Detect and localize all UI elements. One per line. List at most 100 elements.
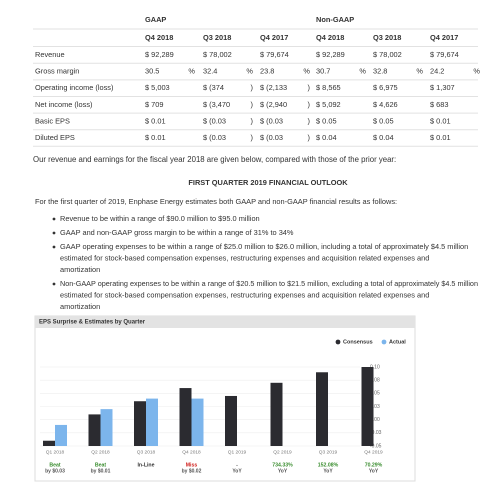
heading: FIRST QUARTER 2019 FINANCIAL OUTLOOK bbox=[188, 178, 348, 187]
legend-dot bbox=[381, 339, 387, 345]
bullet-text: GAAP operating expenses to be within a r… bbox=[60, 242, 468, 251]
x-tick-label: Q3 2019 bbox=[319, 449, 338, 455]
paragraph: For the first quarter of 2019, Enphase E… bbox=[35, 197, 397, 206]
bullet-text: Revenue to be within a range of $90.0 mi… bbox=[60, 214, 260, 223]
cell: $ (2,940 bbox=[260, 100, 287, 109]
chart-header bbox=[35, 316, 415, 328]
cell: $ 1,307 bbox=[430, 83, 455, 92]
bar bbox=[88, 414, 101, 446]
y-tick-label: 0.05 bbox=[370, 391, 380, 397]
cell: $ 0.01 bbox=[145, 116, 166, 125]
cell-suffix: % bbox=[303, 67, 310, 76]
cell: $ 79,674 bbox=[260, 50, 289, 59]
group-header: GAAP bbox=[145, 15, 166, 24]
cell: $ 79,674 bbox=[430, 50, 459, 59]
chart-title: EPS Surprise & Estimates by Quarter bbox=[39, 320, 146, 326]
cell-suffix: % bbox=[188, 67, 195, 76]
bullet-dot bbox=[52, 245, 56, 249]
cell: $ 78,002 bbox=[373, 50, 402, 59]
note-bottom: YoY bbox=[278, 468, 288, 474]
cell-suffix: ) bbox=[308, 100, 310, 109]
note-bottom: by $0.02 bbox=[182, 468, 202, 474]
cell: $ 0.05 bbox=[316, 116, 337, 125]
bar bbox=[179, 388, 192, 446]
cell: $ 5,003 bbox=[145, 83, 170, 92]
group-header: Non-GAAP bbox=[316, 15, 354, 24]
cell-suffix: ) bbox=[251, 116, 253, 125]
bar bbox=[361, 367, 374, 446]
y-tick-label: 0.10 bbox=[370, 364, 380, 370]
cell: 32.4 bbox=[203, 67, 217, 76]
cell: $ 0.01 bbox=[145, 133, 166, 142]
row-label: Basic EPS bbox=[35, 116, 70, 125]
note-bottom: YoY bbox=[369, 468, 379, 474]
cell: 30.5 bbox=[145, 67, 159, 76]
note-top: 734.33% bbox=[272, 462, 293, 468]
note-top: In-Line bbox=[137, 462, 154, 468]
bar bbox=[191, 398, 204, 446]
x-tick-label: Q3 2018 bbox=[137, 449, 156, 455]
row-label: Gross margin bbox=[35, 67, 79, 76]
cell: $ 6,975 bbox=[373, 83, 398, 92]
note-bottom: YoY bbox=[323, 468, 333, 474]
bar bbox=[146, 398, 158, 446]
cell: $ 0.04 bbox=[316, 133, 337, 142]
bullet-text: estimated for stock-based compensation e… bbox=[60, 253, 429, 262]
cell: $ 92,289 bbox=[145, 50, 174, 59]
note-bottom: by $0.01 bbox=[91, 468, 111, 474]
note-top: - bbox=[236, 462, 238, 468]
bullet-dot bbox=[52, 217, 56, 221]
note-top: 152.08% bbox=[318, 462, 339, 468]
bar bbox=[43, 440, 55, 446]
bullet-dot bbox=[52, 282, 56, 286]
bar bbox=[134, 401, 146, 446]
legend-dot bbox=[335, 339, 341, 345]
cell: $ 78,002 bbox=[203, 50, 232, 59]
column-header: Q4 2018 bbox=[145, 33, 173, 42]
legend-label: Actual bbox=[389, 339, 406, 345]
x-tick-label: Q4 2019 bbox=[364, 449, 383, 455]
x-tick-label: Q1 2018 bbox=[46, 449, 65, 455]
cell: 24.2 bbox=[430, 67, 444, 76]
note-top: Miss bbox=[186, 462, 198, 468]
y-tick-label: 0.03 bbox=[370, 404, 380, 410]
cell-suffix: % bbox=[416, 67, 423, 76]
row-label: Operating income (loss) bbox=[35, 83, 113, 92]
cell-suffix: ) bbox=[251, 100, 253, 109]
cell-suffix: % bbox=[359, 67, 366, 76]
cell: $ 5,092 bbox=[316, 100, 341, 109]
cell-suffix: ) bbox=[251, 133, 253, 142]
cell: $ 683 bbox=[430, 100, 449, 109]
cell: $ 0.01 bbox=[430, 133, 451, 142]
note-bottom: YoY bbox=[232, 468, 242, 474]
bar bbox=[270, 382, 283, 446]
x-tick-label: Q2 2018 bbox=[91, 449, 110, 455]
cell-suffix: ) bbox=[308, 83, 310, 92]
cell: $ (3,470 bbox=[203, 100, 230, 109]
cell: $ (0.03 bbox=[203, 133, 226, 142]
x-tick-label: Q2 2019 bbox=[273, 449, 292, 455]
y-tick-label: -0.05 bbox=[370, 443, 382, 449]
cell: $ 709 bbox=[145, 100, 164, 109]
column-header: Q3 2018 bbox=[203, 33, 231, 42]
cell: $ (374 bbox=[203, 83, 224, 92]
note-top: 70.29% bbox=[365, 462, 383, 468]
cell: 23.8 bbox=[260, 67, 274, 76]
cell: $ 8,565 bbox=[316, 83, 341, 92]
y-tick-label: 0.08 bbox=[370, 377, 380, 383]
intro: Our revenue and earnings for the fiscal … bbox=[33, 155, 396, 164]
bar bbox=[316, 372, 328, 446]
cell: $ (0.03 bbox=[203, 116, 226, 125]
bar bbox=[55, 424, 67, 446]
x-tick-label: Q4 2018 bbox=[182, 449, 201, 455]
cell-suffix: ) bbox=[251, 83, 253, 92]
cell: $ 0.01 bbox=[430, 116, 451, 125]
bar bbox=[100, 409, 113, 446]
legend-label: Consensus bbox=[343, 339, 373, 345]
bullet-dot bbox=[52, 231, 56, 235]
cell-suffix: ) bbox=[308, 116, 310, 125]
cell: $ 0.05 bbox=[373, 116, 394, 125]
bar bbox=[225, 395, 237, 446]
